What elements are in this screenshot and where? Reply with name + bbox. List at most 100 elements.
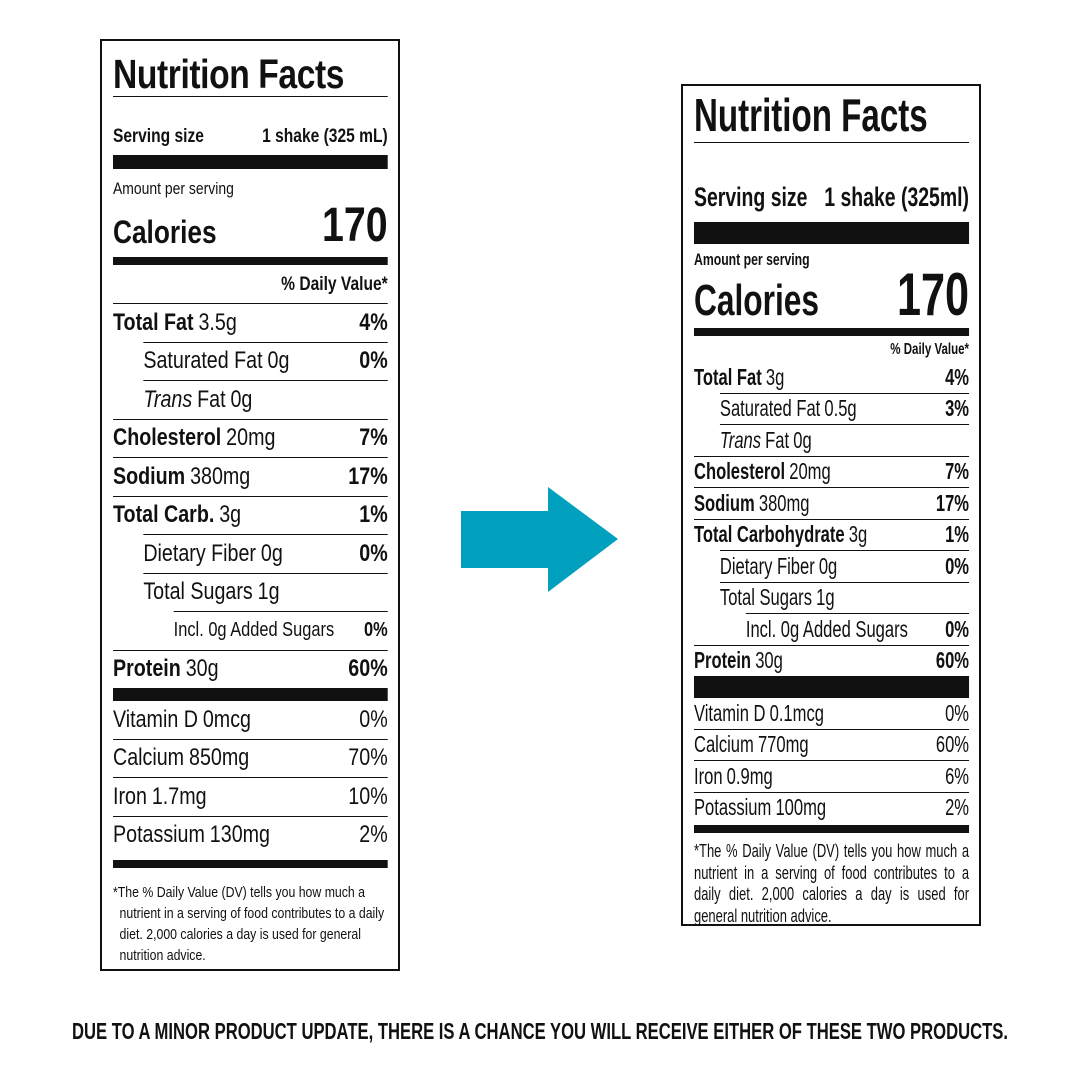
daily-value: 0%	[359, 705, 388, 733]
arrow-shape	[461, 487, 618, 592]
nutrient-name-group: Saturated Fat 0.5g	[720, 395, 857, 422]
nutrient-amount: 380mg	[758, 489, 810, 516]
nutrient-name-group: Iron 0.9mg	[694, 763, 773, 790]
nutrient-amount: 0g	[260, 539, 283, 567]
nutrient-row: Saturated Fat 0g 0%	[143, 341, 388, 381]
calories-label: Calories	[113, 214, 217, 250]
nutrient-row: Calcium 850mg 70%	[113, 738, 388, 778]
nutrient-amount: 0.9mg	[726, 762, 773, 789]
thick-rule	[694, 222, 970, 244]
daily-value: 7%	[359, 424, 388, 452]
nutrient-row: Dietary Fiber 0g 0%	[143, 534, 388, 573]
notice-bar: DUE TO A MINOR PRODUCT UPDATE, THERE IS …	[72, 1018, 1008, 1044]
nutrient-row: Sodium 380mg 17%	[694, 487, 970, 519]
label-title: Nutrition Facts	[113, 43, 388, 97]
label-content: Nutrition Facts Serving size 1 shake (325m…	[694, 86, 970, 924]
nutrient-name-group: Potassium 100mg	[694, 794, 826, 821]
daily-value: 0%	[359, 347, 388, 375]
nutrient-name: Incl. 0g Added Sugars	[173, 619, 335, 642]
medium-rule	[694, 328, 970, 336]
nutrient-row: Protein 30g 60%	[113, 649, 388, 689]
nutrient-row: Iron 1.7mg 10%	[113, 777, 388, 816]
thick-rule	[113, 155, 388, 169]
notice: DUE TO A MINOR PRODUCT UPDATE, THERE IS …	[72, 1018, 1008, 1044]
daily-value: 2%	[359, 821, 388, 849]
daily-value: 0%	[359, 539, 388, 567]
serving-label: Serving size	[113, 126, 204, 147]
nutrient-name: Dietary Fiber	[719, 552, 815, 579]
nutrient-amount: 3g	[765, 363, 785, 390]
nutrient-name: Cholesterol	[694, 458, 786, 485]
nutrient-name-group: Cholesterol 20mg	[113, 424, 275, 452]
daily-value: 0%	[945, 615, 970, 642]
nutrient-amount: 0g	[230, 385, 253, 413]
nutrient-row: Calcium 770mg 60%	[694, 728, 970, 761]
calories-label: Calories	[694, 276, 820, 325]
nutrient-name: Potassium	[113, 821, 205, 849]
nutrient-row: Iron 0.9mg 6%	[694, 760, 970, 792]
daily-value: 17%	[348, 462, 388, 490]
nutrient-row: Trans Fat 0g	[719, 424, 970, 456]
nutrient-name-group: Cholesterol 20mg	[694, 458, 831, 485]
serving-value: 1 shake (325 mL)	[262, 126, 388, 147]
nutrient-name: Protein	[113, 655, 181, 683]
daily-value: 0%	[945, 699, 970, 726]
nutrient-name-group: Total Fat 3.5g	[113, 309, 237, 337]
nutrient-amount: 0.5g	[824, 395, 857, 422]
nutrient-row: Dietary Fiber 0g 0%	[719, 550, 970, 582]
nutrient-row: Cholesterol 20mg 7%	[694, 455, 970, 488]
label-title: Nutrition Facts	[694, 86, 970, 143]
nutrient-name: Calcium	[113, 744, 185, 772]
calories-value: 170	[322, 199, 388, 252]
thick-rule	[113, 688, 388, 701]
daily-value: 7%	[945, 458, 970, 485]
nutrient-amount: 1g	[816, 584, 835, 611]
serving-label: Serving size	[694, 182, 808, 212]
nutrient-name-group: Total Carbohydrate 3g	[694, 521, 867, 548]
label-content: Nutrition Facts Serving size 1 shake (325 …	[113, 41, 388, 966]
nutrient-name-italic: Trans	[143, 385, 193, 413]
nutrient-amount: 3g	[219, 501, 242, 529]
nutrient-row: Vitamin D 0mcg 0%	[113, 701, 388, 739]
serving-size: Serving size 1 shake (325ml)	[694, 143, 969, 217]
daily-value: 3%	[945, 395, 970, 422]
nutrient-name: Total Carb.	[113, 501, 215, 529]
nutrient-name-group: Saturated Fat 0g	[143, 347, 289, 375]
nutrient-name: Incl. 0g Added Sugars	[745, 615, 908, 642]
nutrient-amount: 0g	[793, 426, 812, 453]
nutrient-amount: 3.5g	[198, 308, 237, 336]
daily-value: 1%	[945, 521, 970, 548]
nutrient-amount: 20mg	[226, 424, 276, 452]
nutrient-name-group: Incl. 0g Added Sugars	[174, 619, 339, 642]
medium-rule	[113, 257, 388, 265]
daily-value: 10%	[348, 782, 388, 810]
nutrient-name: Iron	[113, 782, 147, 810]
daily-value-header: % Daily Value*	[113, 265, 388, 304]
daily-value: 60%	[348, 655, 388, 683]
nutrient-row: Total Fat 3.5g 4%	[113, 304, 388, 342]
nutrient-row: Trans Fat 0g	[143, 380, 388, 419]
nutrient-name-group: Total Fat 3g	[694, 364, 784, 391]
arrow	[461, 487, 618, 592]
nutrient-name: Sodium	[113, 462, 186, 490]
nutrient-name-group: Vitamin D 0mcg	[113, 706, 251, 734]
nutrient-row: Potassium 130mg 2%	[113, 815, 388, 855]
daily-value: 4%	[945, 363, 970, 390]
daily-value: 60%	[935, 731, 970, 758]
nutrition-label: Nutrition Facts Serving size 1 shake (325 …	[100, 39, 400, 971]
serving-size: Serving size 1 shake (325 mL)	[113, 97, 388, 155]
nutrient-amount: 0g	[818, 552, 838, 579]
nutrient-row: Potassium 100mg 2%	[694, 791, 970, 824]
nutrient-name: Sodium	[694, 489, 755, 516]
medium-rule	[113, 860, 388, 868]
nutrient-name-group: Calcium 770mg	[694, 731, 809, 758]
nutrient-name-group: Vitamin D 0.1mcg	[694, 700, 824, 727]
daily-value-header: % Daily Value*	[890, 341, 970, 358]
daily-value: 1%	[359, 501, 388, 529]
daily-value: 70%	[348, 744, 388, 772]
nutrient-amount: 0mcg	[202, 705, 251, 733]
footnote: *The % Daily Value (DV) tells you how mu…	[113, 884, 385, 964]
nutrient-row: Incl. 0g Added Sugars 0%	[173, 611, 388, 650]
nutrient-name-group: Total Sugars 1g	[143, 578, 279, 606]
nutrient-row: Vitamin D 0.1mcg 0%	[694, 698, 969, 729]
